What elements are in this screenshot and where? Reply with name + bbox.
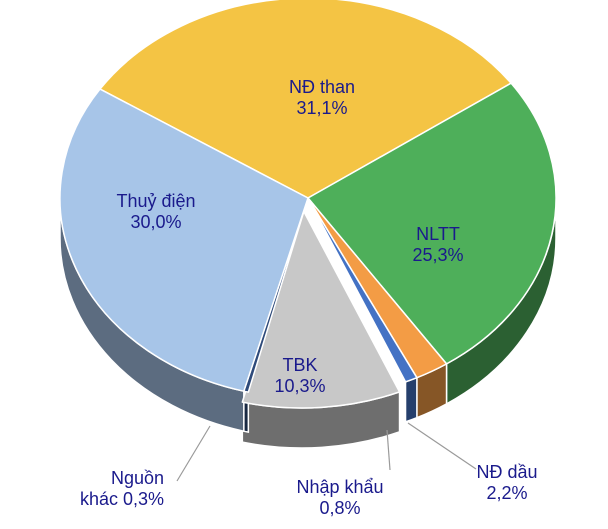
slice-labels: NĐ than 31,1% NLTT 25,3% NĐ dầu 2,2% Nhập khẩu… [80, 77, 538, 518]
slice-depth-nhap-khau [404, 376, 418, 423]
label-tbk: TBK 10,3% [274, 355, 325, 396]
label-nltt: NLTT 25,3% [412, 224, 463, 265]
slice-thuy-dien [59, 88, 309, 392]
label-nd-dau: NĐ dầu 2,2% [476, 462, 537, 503]
label-line: 2,2% [486, 483, 527, 503]
label-line: 10,3% [274, 376, 325, 396]
label-line: TBK [282, 355, 317, 375]
label-line: NĐ than [289, 77, 355, 97]
label-line: Thuỷ điện [116, 191, 195, 211]
label-line: NLTT [416, 224, 460, 244]
slice-tbk [241, 207, 401, 409]
label-nhap-khau: Nhập khẩu 0,8% [296, 477, 383, 518]
leader-line-nd-dau [407, 422, 477, 470]
label-line: 25,3% [412, 245, 463, 265]
leader-line-nhap-khau [386, 429, 391, 471]
slice-nhap-khau [307, 197, 418, 383]
label-line: 30,0% [130, 212, 181, 232]
label-line: khác 0,3% [80, 489, 164, 509]
label-line: 0,8% [319, 498, 360, 518]
leader-line-nguon-khac [176, 425, 211, 482]
label-nd-than: NĐ than 31,1% [289, 77, 355, 118]
label-line: NĐ dầu [476, 462, 537, 482]
slice-nd-than [99, 0, 512, 199]
slice-nltt [307, 82, 557, 365]
pie-top-layer [59, 0, 557, 409]
leader-lines [176, 422, 477, 482]
label-nguon-khac: Nguồn khác 0,3% [80, 468, 164, 509]
label-line: Nguồn [111, 468, 164, 488]
label-thuy-dien: Thuỷ điện 30,0% [116, 191, 195, 232]
label-line: 31,1% [296, 98, 347, 118]
label-line: Nhập khẩu [296, 477, 383, 497]
